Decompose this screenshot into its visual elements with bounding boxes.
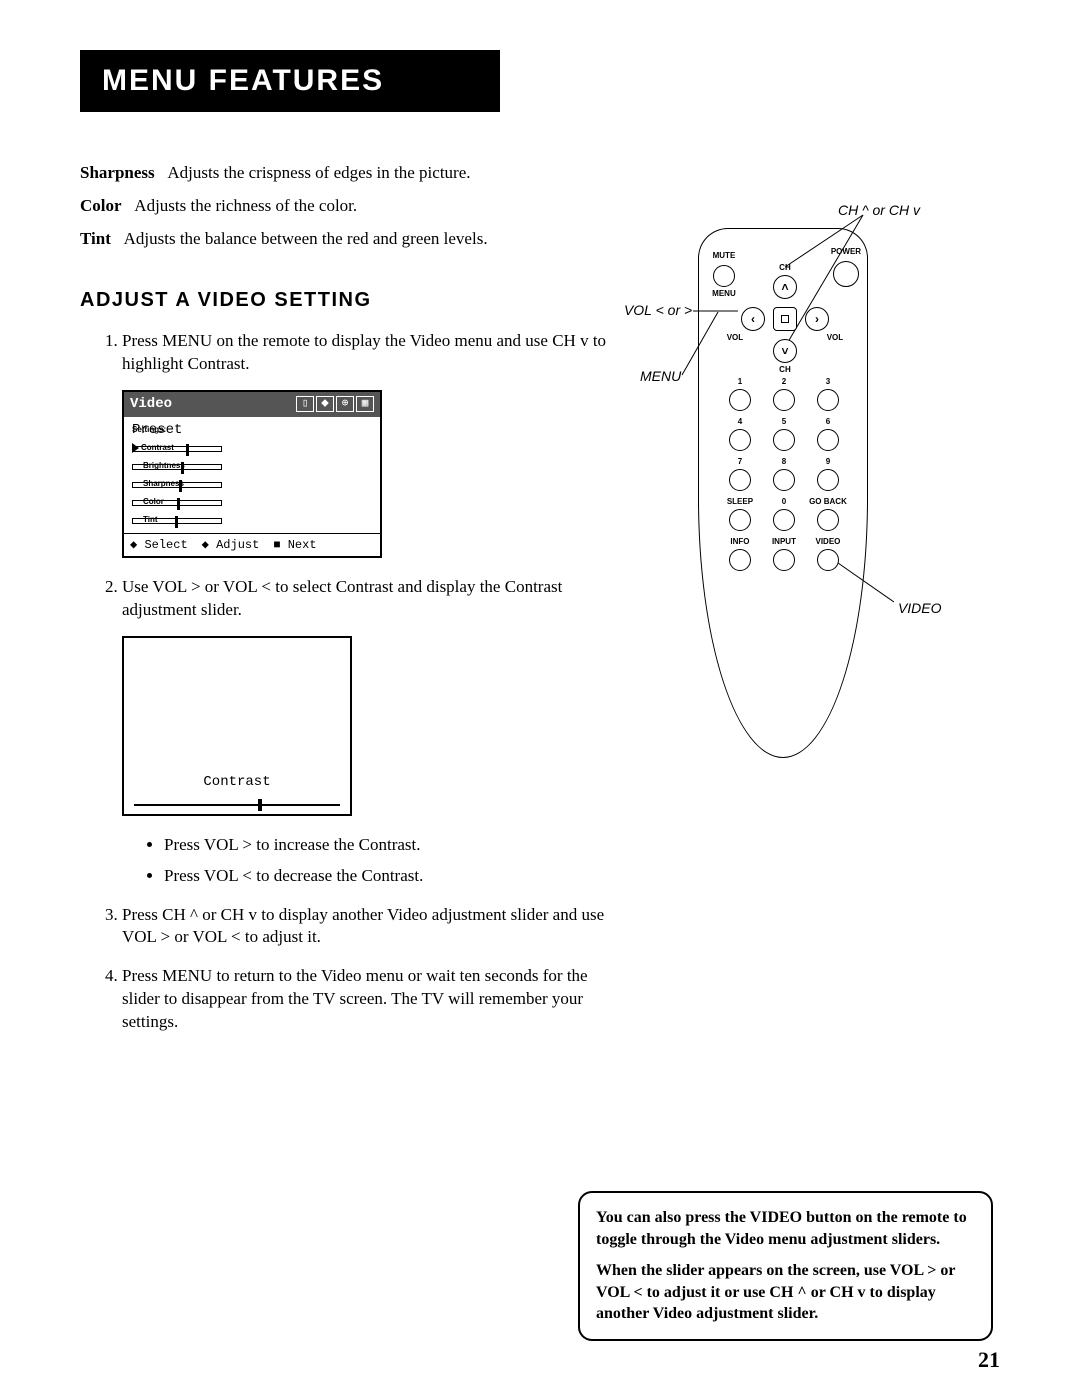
vol-left-button: ‹	[741, 307, 765, 331]
ch-down-button: ˅	[773, 339, 797, 363]
sleep-button	[729, 509, 751, 531]
num-8-button	[773, 469, 795, 491]
tip-paragraph-1: You can also press the VIDEO button on t…	[596, 1207, 975, 1250]
goback-button	[817, 509, 839, 531]
menu-title-icons: ▯⬥⊕▦	[296, 396, 374, 412]
num-9-button	[817, 469, 839, 491]
vol-right-button: ›	[805, 307, 829, 331]
input-button	[773, 549, 795, 571]
video-menu-title: Video	[130, 395, 172, 414]
video-button	[817, 549, 839, 571]
step-4: Press MENU to return to the Video menu o…	[122, 965, 628, 1034]
num-3-button	[817, 389, 839, 411]
header-bar: Menu Features	[80, 50, 500, 112]
menu-footer: ◆ Select ◆ Adjust ■ Next	[124, 533, 380, 556]
page-number: 21	[978, 1347, 1000, 1373]
definition-color: Color Adjusts the richness of the color.	[80, 195, 628, 218]
video-menu-box: Video ▯⬥⊕▦ Settings:Preset Contrast Brig…	[122, 390, 382, 558]
right-column: CH ^ or CH v VOL < or > MENU VIDEO MUTE …	[638, 162, 1000, 1050]
section-heading: Adjust a Video Setting	[80, 289, 628, 312]
num-5-button	[773, 429, 795, 451]
num-0-button	[773, 509, 795, 531]
step-1: Press MENU on the remote to display the …	[122, 330, 628, 558]
step-3: Press CH ^ or CH v to display another Vi…	[122, 904, 628, 950]
remote-outline: MUTE POWER CH CH MENU VOL VOL ˄ ˅ ‹ › 1 …	[698, 228, 868, 758]
ch-up-button: ˄	[773, 275, 797, 299]
info-button	[729, 549, 751, 571]
definition-tint: Tint Adjusts the balance between the red…	[80, 228, 628, 251]
num-6-button	[817, 429, 839, 451]
contrast-slider-box: Contrast	[122, 636, 352, 816]
definition-sharpness: Sharpness Adjusts the crispness of edges…	[80, 162, 628, 185]
menu-button	[773, 307, 797, 331]
num-7-button	[729, 469, 751, 491]
left-column: Sharpness Adjusts the crispness of edges…	[80, 162, 628, 1050]
mute-button	[713, 265, 735, 287]
step-2: Use VOL > or VOL < to select Contrast an…	[122, 576, 628, 888]
num-4-button	[729, 429, 751, 451]
num-2-button	[773, 389, 795, 411]
tip-box: You can also press the VIDEO button on t…	[578, 1191, 993, 1341]
tip-paragraph-2: When the slider appears on the screen, u…	[596, 1260, 975, 1325]
contrast-slider-track	[134, 804, 340, 806]
remote-diagram: CH ^ or CH v VOL < or > MENU VIDEO MUTE …	[638, 202, 998, 762]
step-2-bullets: Press VOL > to increase the Contrast. Pr…	[122, 834, 628, 888]
page-title: Menu Features	[102, 64, 478, 98]
num-1-button	[729, 389, 751, 411]
power-button	[833, 261, 859, 287]
mini-slider	[132, 446, 222, 452]
steps-list: Press MENU on the remote to display the …	[80, 330, 628, 1034]
